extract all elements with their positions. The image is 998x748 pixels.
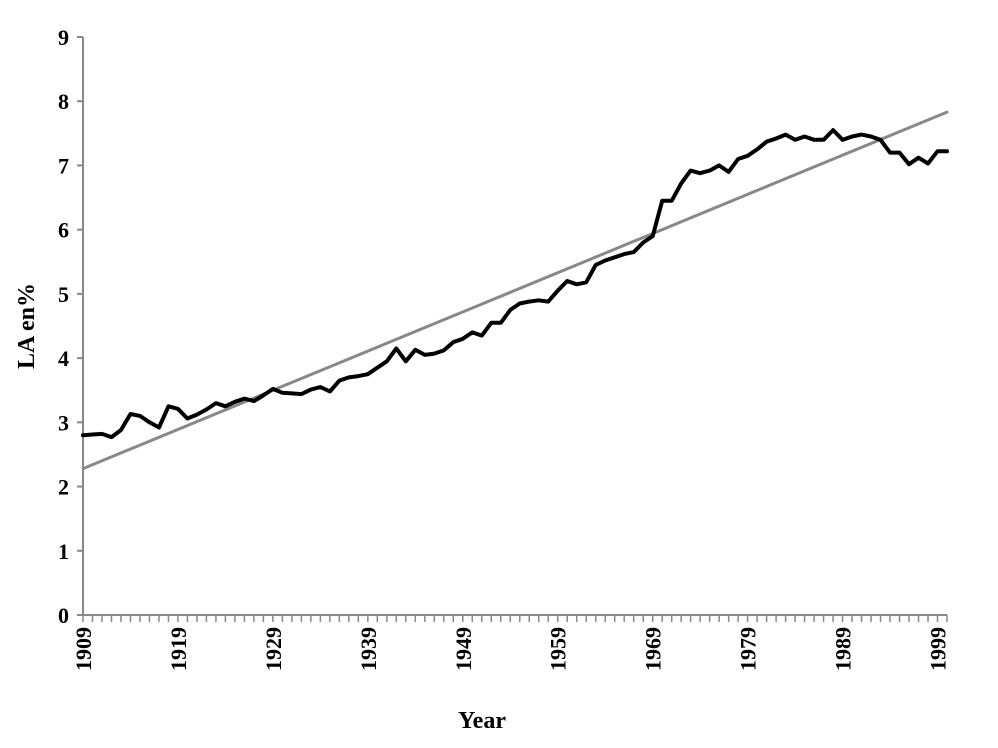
x-tick-label: 1929 — [261, 627, 286, 671]
x-tick-label: 1999 — [926, 627, 951, 671]
series-line — [81, 128, 949, 440]
y-tick-label: 6 — [58, 218, 69, 243]
y-axis-ticks: 0 1 2 3 4 5 6 7 8 9 — [58, 25, 83, 628]
y-tick-label: 3 — [58, 410, 69, 435]
y-tick-label: 9 — [58, 25, 69, 50]
x-tick-label: 1949 — [451, 627, 476, 671]
x-tick-label: 1919 — [166, 627, 191, 671]
y-tick-label: 2 — [58, 475, 69, 500]
y-tick-label: 8 — [58, 89, 69, 114]
x-tick-label: 1979 — [736, 627, 761, 671]
y-tick-label: 4 — [58, 346, 69, 371]
x-tick-label: 1959 — [546, 627, 571, 671]
trend-line — [81, 110, 949, 471]
y-tick-label: 0 — [58, 603, 69, 628]
y-tick-label: 1 — [58, 539, 69, 564]
x-tick-label: 1939 — [356, 627, 381, 671]
series-layer — [81, 110, 949, 471]
x-tick-label: 1909 — [71, 627, 96, 671]
x-axis-ticks: 1909 1919 1929 1939 1949 1959 1969 1979 1989 1999 — [71, 615, 951, 671]
x-tick-label: 1969 — [641, 627, 666, 671]
y-tick-label: 7 — [58, 153, 69, 178]
x-axis-title: Year — [458, 708, 506, 734]
y-axis-title: LA en% — [14, 283, 40, 369]
x-tick-label: 1989 — [831, 627, 856, 671]
y-tick-label: 5 — [58, 282, 69, 307]
